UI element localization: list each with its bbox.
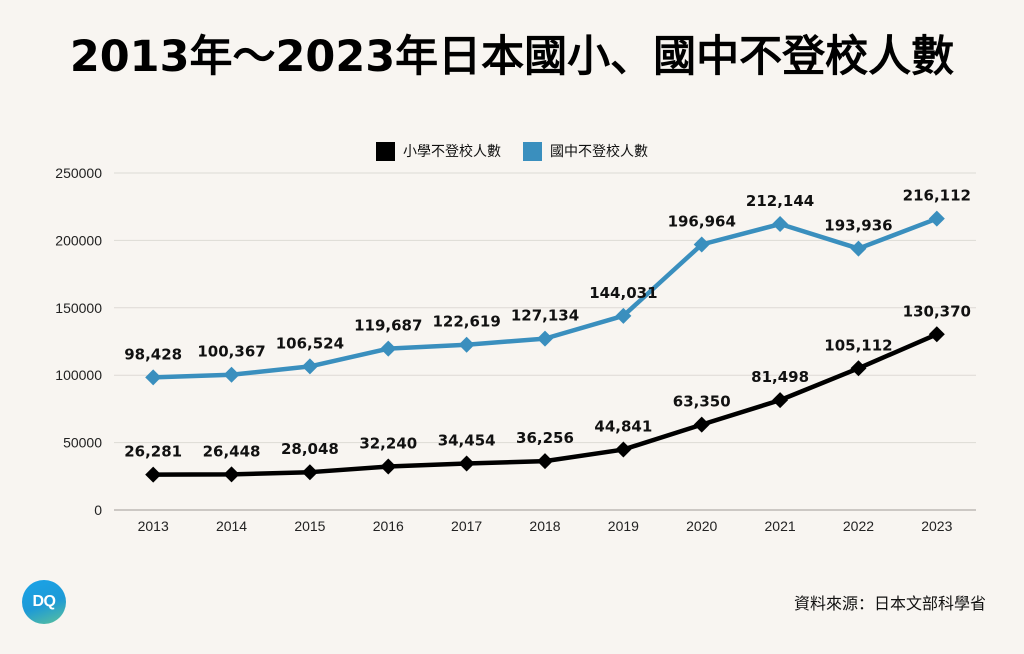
y-tick-label: 200000: [55, 232, 102, 248]
data-label: 216,112: [903, 187, 971, 205]
data-label: 26,281: [124, 443, 182, 461]
data-label: 34,454: [438, 432, 496, 450]
y-tick-label: 50000: [63, 435, 102, 451]
chart-legend: 小學不登校人數 國中不登校人數: [0, 141, 1024, 161]
legend-item-elementary: 小學不登校人數: [376, 141, 501, 161]
data-label: 28,048: [281, 440, 339, 458]
x-tick-label: 2023: [921, 518, 952, 534]
data-label: 32,240: [359, 435, 417, 453]
data-point-marker: [380, 458, 397, 475]
data-label: 127,134: [511, 307, 579, 325]
data-label: 63,350: [673, 393, 731, 411]
data-point-marker: [458, 336, 475, 353]
data-label: 105,112: [824, 336, 892, 354]
data-point-marker: [458, 455, 475, 472]
data-label: 122,619: [432, 313, 500, 331]
data-point-marker: [301, 464, 318, 481]
data-point-marker: [850, 360, 867, 377]
data-point-marker: [615, 441, 632, 458]
data-point-marker: [928, 326, 945, 343]
x-tick-label: 2015: [294, 518, 325, 534]
x-tick-label: 2013: [138, 518, 169, 534]
source-note: 資料來源：日本文部科學省: [793, 594, 986, 613]
x-tick-label: 2014: [216, 518, 247, 534]
data-label: 26,448: [203, 442, 261, 460]
x-tick-label: 2020: [686, 518, 717, 534]
data-point-marker: [928, 210, 945, 227]
legend-swatch-elementary: [376, 141, 395, 161]
data-point-marker: [772, 392, 789, 409]
data-point-marker: [223, 466, 240, 483]
legend-item-junior-high: 國中不登校人數: [523, 141, 648, 161]
legend-label-elementary: 小學不登校人數: [403, 144, 501, 160]
data-label: 81,498: [751, 368, 809, 386]
data-point-marker: [223, 366, 240, 383]
data-label: 212,144: [746, 192, 814, 210]
x-tick-label: 2019: [608, 518, 639, 534]
y-tick-label: 150000: [55, 300, 102, 316]
data-label: 144,031: [589, 284, 657, 302]
y-tick-label: 250000: [55, 165, 102, 181]
y-tick-label: 0: [94, 502, 102, 518]
data-label: 98,428: [124, 345, 182, 363]
data-label: 44,841: [594, 418, 652, 436]
data-point-marker: [693, 236, 710, 253]
data-label: 100,367: [197, 343, 265, 361]
data-label: 106,524: [276, 334, 344, 352]
chart-title: 2013年～2023年日本國小、國中不登校人數: [69, 32, 955, 82]
x-tick-label: 2017: [451, 518, 482, 534]
x-tick-label: 2022: [843, 518, 874, 534]
data-point-marker: [772, 216, 789, 233]
y-tick-label: 100000: [55, 367, 102, 383]
data-point-marker: [693, 416, 710, 433]
legend-label-junior-high: 國中不登校人數: [550, 144, 648, 160]
data-point-marker: [380, 340, 397, 357]
data-point-marker: [145, 369, 162, 386]
series-line-1: [153, 216, 938, 380]
data-point-marker: [145, 466, 162, 483]
data-point-marker: [301, 358, 318, 375]
x-tick-label: 2016: [373, 518, 404, 534]
data-point-marker: [615, 307, 632, 324]
data-label: 196,964: [668, 212, 736, 230]
data-label: 119,687: [354, 317, 422, 335]
data-point-marker: [537, 453, 553, 470]
dq-logo: DQ: [22, 580, 66, 624]
data-point-marker: [537, 330, 553, 347]
data-label: 36,256: [516, 429, 574, 447]
x-tick-label: 2018: [529, 518, 560, 534]
data-label: 193,936: [824, 217, 892, 235]
data-label: 130,370: [903, 302, 971, 320]
data-point-marker: [850, 240, 867, 257]
x-tick-label: 2021: [765, 518, 796, 534]
legend-swatch-junior-high: [523, 141, 542, 161]
